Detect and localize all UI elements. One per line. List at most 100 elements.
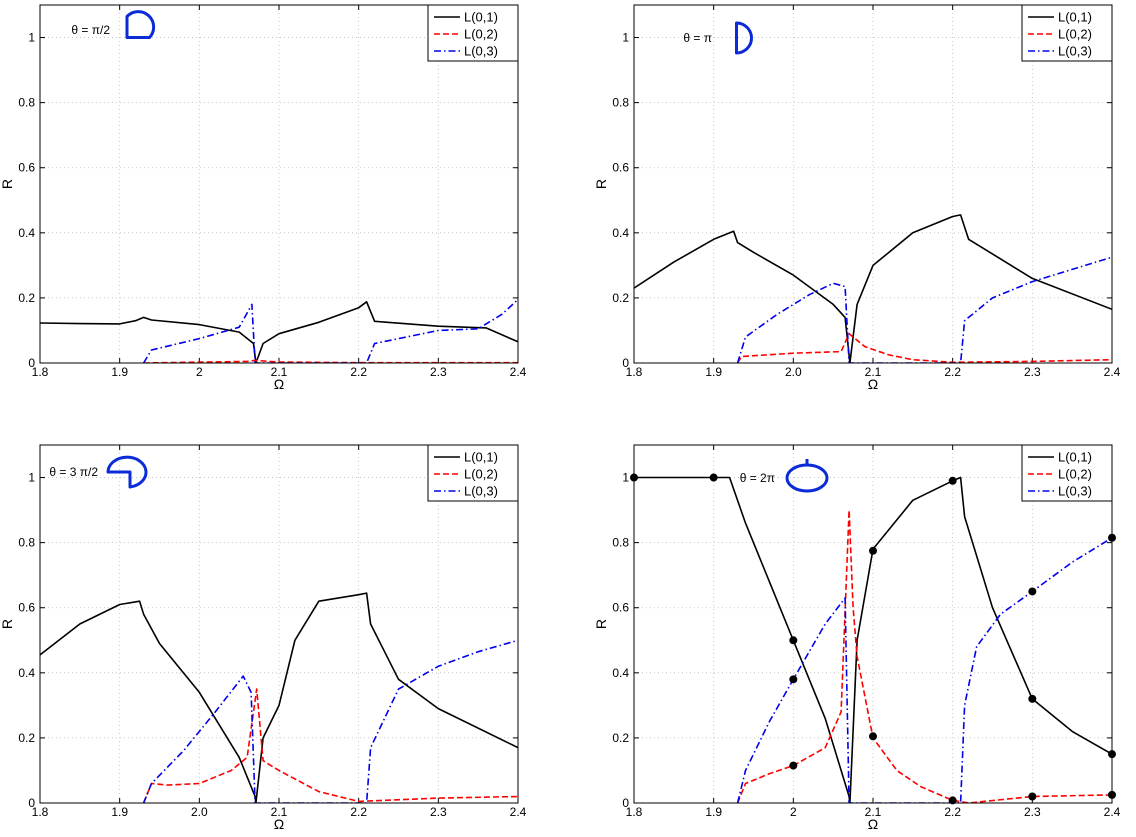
theta-annotation: θ = π: [683, 31, 712, 45]
series-l01-line: [40, 592, 518, 803]
legend: L(0,1) L(0,2) L(0,3): [427, 4, 519, 62]
x-tick-label: 2.0: [191, 805, 208, 819]
y-tick-label: 0: [622, 796, 629, 810]
y-tick-label: 0.8: [18, 536, 35, 550]
series-l01-line: [634, 476, 1112, 803]
y-tick-label: 0.2: [612, 731, 629, 745]
y-tick-label: 1: [622, 471, 629, 485]
y-tick-label: 0.8: [612, 536, 629, 550]
y-axis-label: R: [593, 179, 609, 189]
data-point-marker: [948, 796, 957, 805]
x-tick-label: 2.2: [944, 805, 961, 819]
legend-label-series-l01: L(0,1): [1058, 10, 1092, 25]
data-point-marker: [1028, 792, 1037, 801]
x-tick-label: 1.8: [626, 805, 643, 819]
x-tick-label: 2.3: [430, 805, 447, 819]
plot-frame: [39, 4, 519, 364]
plot-area: [40, 445, 518, 803]
x-tick-label: 1.9: [111, 365, 128, 379]
x-tick-label: 2.1: [271, 805, 288, 819]
legend-label-series-l03: L(0,3): [464, 484, 498, 499]
data-point-marker: [1028, 694, 1037, 703]
plot-frame: [633, 4, 1113, 364]
legend-box: [1021, 444, 1113, 502]
data-point-marker: [869, 732, 877, 741]
x-tick-label: 2.4: [510, 365, 527, 379]
y-tick-label: 0.6: [612, 601, 629, 615]
chart-panel-1: 1.8 1.9 2 2.1 2.2 2.3 2.4 0 0.2 0.4 0.6 0.8 1 Ω R L(0,1…: [0, 4, 527, 392]
legend-label-series-l02: L(0,2): [464, 27, 498, 42]
legend-box: [427, 444, 519, 502]
legend-label-series-l03: L(0,3): [1058, 484, 1092, 499]
y-tick-label: 0.2: [612, 291, 629, 305]
x-tick-label: 2.3: [1024, 805, 1041, 819]
legend: L(0,1) L(0,2) L(0,3): [427, 444, 519, 502]
x-tick-label: 2.3: [1024, 365, 1041, 379]
chart-panel-4: 1.8 1.9 2 2.1 2.2 2.3 2.4 0 0.2 0.4 0.6 0.8 1 Ω R L(0,1…: [593, 444, 1121, 832]
theta-annotation: θ = π/2: [71, 23, 110, 37]
theta-annotation: θ = 2π: [740, 471, 775, 485]
data-point-marker: [1028, 587, 1037, 596]
x-tick-label: 2.1: [271, 365, 288, 379]
series-l03-line: [736, 537, 1112, 803]
series-l02-line: [142, 688, 518, 803]
legend-label-series-l01: L(0,1): [1058, 450, 1092, 465]
y-tick-label: 0: [28, 796, 35, 810]
x-tick-label: 2.2: [350, 365, 367, 379]
series-l03-line: [142, 298, 518, 363]
legend-label-series-l03: L(0,3): [1058, 44, 1092, 59]
legend-label-series-l02: L(0,2): [1058, 467, 1092, 482]
series-l02-line: [736, 509, 1112, 803]
legend-label-series-l01: L(0,1): [464, 10, 498, 25]
plot-area: [40, 5, 518, 363]
data-point-marker: [789, 761, 798, 770]
legend-label-series-l02: L(0,2): [464, 467, 498, 482]
x-axis-label: Ω: [868, 376, 878, 392]
series-l01-line: [40, 300, 518, 363]
y-tick-label: 0: [622, 356, 629, 370]
chart-panel-3: 1.8 1.9 2.0 2.1 2.2 2.3 2.4 0 0.2 0.4 0.6 0.8 1 Ω R L(0…: [0, 444, 527, 832]
x-tick-label: 1.8: [626, 365, 643, 379]
x-tick-label: 1.9: [705, 805, 722, 819]
x-tick-label: 2.0: [785, 365, 802, 379]
x-tick-label: 2.4: [510, 805, 527, 819]
x-tick-label: 2.1: [865, 805, 882, 819]
x-tick-label: 2: [196, 365, 203, 379]
x-axis-label: Ω: [868, 816, 878, 832]
y-tick-label: 1: [28, 31, 35, 45]
x-tick-label: 2.2: [350, 805, 367, 819]
three-quarter-circle-icon: [106, 455, 148, 489]
legend-box: [427, 4, 519, 62]
y-tick-label: 0.4: [612, 666, 629, 680]
x-tick-label: 1.8: [32, 365, 49, 379]
plot-frame: [39, 444, 519, 804]
legend: L(0,1) L(0,2) L(0,3): [1021, 444, 1113, 502]
legend-box: [1021, 4, 1113, 62]
y-tick-label: 1: [28, 471, 35, 485]
x-tick-label: 1.9: [705, 365, 722, 379]
x-axis-label: Ω: [274, 816, 284, 832]
x-tick-label: 2: [790, 805, 797, 819]
x-tick-label: 2.1: [865, 365, 882, 379]
x-tick-label: 2.4: [1104, 365, 1121, 379]
series-l03-line: [142, 639, 518, 803]
y-tick-label: 0.4: [18, 226, 35, 240]
data-point-marker: [789, 675, 798, 684]
chart-panel-2: 1.8 1.9 2.0 2.1 2.2 2.3 2.4 0 0.2 0.4 0.6 0.8 1 Ω R L(0…: [593, 4, 1121, 392]
x-tick-label: 1.9: [111, 805, 128, 819]
x-axis-label: Ω: [274, 376, 284, 392]
x-tick-label: 2.4: [1104, 805, 1121, 819]
data-point-marker: [948, 476, 957, 485]
y-axis-label: R: [0, 179, 15, 189]
y-tick-label: 0.4: [18, 666, 35, 680]
quarter-circle-icon: [125, 10, 156, 39]
x-tick-label: 1.8: [32, 805, 49, 819]
series-l03-line: [736, 256, 1112, 363]
y-axis-label: R: [0, 619, 15, 629]
data-point-marker: [789, 636, 798, 645]
plot-area: [634, 5, 1112, 363]
y-tick-label: 0: [28, 356, 35, 370]
theta-annotation: θ = 3 π/2: [49, 465, 98, 479]
y-tick-label: 0.6: [612, 161, 629, 175]
